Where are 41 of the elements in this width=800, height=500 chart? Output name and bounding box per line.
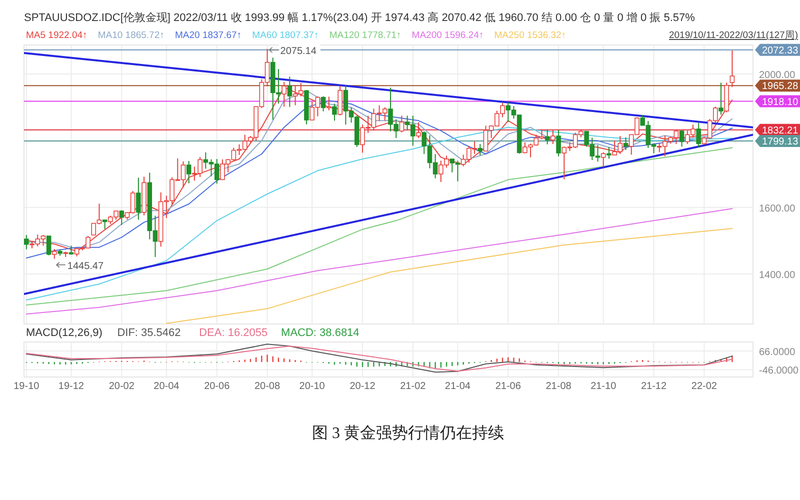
x-tick-label: 21-10 bbox=[590, 381, 617, 392]
x-tick-label: 20-10 bbox=[299, 381, 326, 392]
x-tick-label: 21-06 bbox=[495, 381, 522, 392]
x-tick-label: 21-02 bbox=[400, 381, 426, 392]
text: MA20 1837.67↑ bbox=[175, 30, 242, 41]
text: MA250 1536.32↑ bbox=[494, 30, 566, 41]
y-tick-label: -46.0000 bbox=[759, 366, 799, 377]
series-label: DIF: 35.5462 bbox=[117, 327, 181, 339]
x-tick-label: 20-02 bbox=[108, 381, 135, 392]
x-tick-label: 20-04 bbox=[154, 381, 180, 392]
annotation: 1445.47 bbox=[67, 260, 104, 272]
y-tick-label: 2000.00 bbox=[759, 70, 796, 81]
text: MA120 1778.71↑ bbox=[329, 30, 402, 41]
text: MA5 1922.04↑ bbox=[26, 30, 88, 41]
ref-line-label: 2072.33 bbox=[762, 45, 799, 56]
x-tick-label: 22-02 bbox=[691, 381, 718, 392]
ref-line-label: 1965.28 bbox=[762, 81, 799, 92]
y-tick-label: 66.0000 bbox=[759, 347, 796, 358]
x-tick-label: 19-10 bbox=[14, 381, 40, 392]
series-label: DEA: 16.2055 bbox=[199, 327, 268, 339]
annotation: 2075.14 bbox=[280, 46, 317, 57]
ref-line-label: 1832.21 bbox=[762, 125, 799, 136]
text: MA10 1865.72↑ bbox=[98, 30, 164, 41]
y-tick-label: 1400.00 bbox=[759, 270, 796, 281]
x-tick-label: 20-06 bbox=[204, 381, 230, 392]
text: 2019/10/11-2022/03/11(127周) bbox=[668, 30, 798, 41]
y-tick-label: 1600.00 bbox=[759, 203, 796, 214]
ref-line-label: 1918.10 bbox=[762, 96, 799, 108]
text: MA60 1807.37↑ bbox=[252, 30, 319, 41]
ref-line-label: 1799.13 bbox=[762, 136, 799, 148]
x-tick-label: 21-04 bbox=[444, 381, 471, 392]
x-tick-label: 21-08 bbox=[546, 381, 572, 392]
x-tick-label: 20-08 bbox=[254, 381, 280, 392]
x-tick-label: 21-12 bbox=[640, 381, 667, 392]
text: MA200 1596.24↑ bbox=[412, 30, 484, 41]
x-tick-label: 20-12 bbox=[350, 381, 376, 392]
x-tick-label: 19-12 bbox=[58, 381, 84, 392]
series-label: MACD: 38.6814 bbox=[281, 327, 360, 339]
text: 图 3 黄金强势行情仍在持续 bbox=[312, 424, 504, 442]
chart-title: MACD(12,26,9) bbox=[26, 327, 102, 339]
chart-subtitle: SPTAUUSDOZ.IDC[伦敦金现] 2022/03/11 收 1993.99 幅 1.17%(23.04) 开 1974.43 高 2070.42 低 1960.70 结 0.00 仓 0 量 0 增 0 振 5.57% bbox=[24, 11, 696, 24]
